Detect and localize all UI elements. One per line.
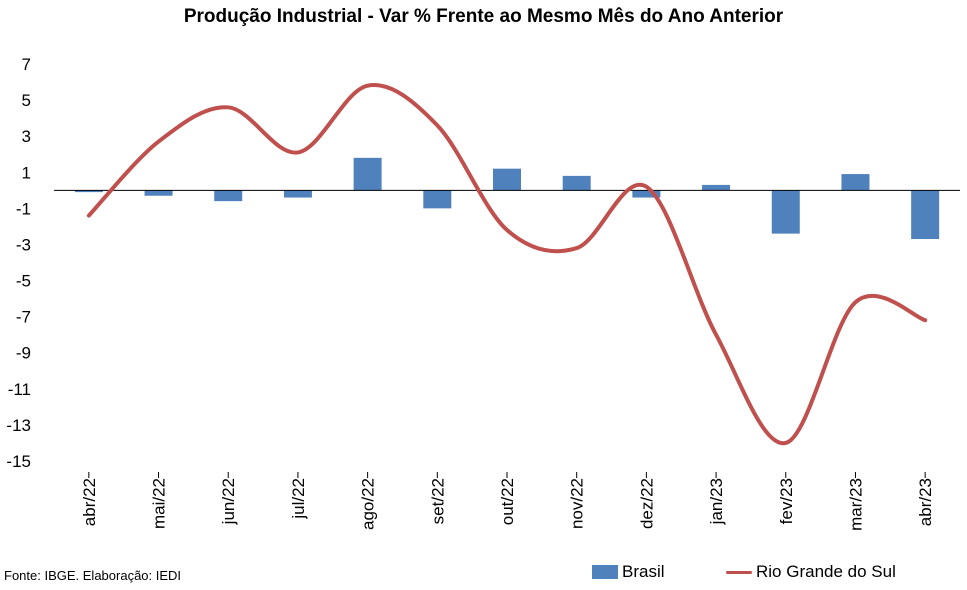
y-tick-label: -13 [6, 416, 31, 435]
bar-brasil [214, 190, 243, 202]
x-tick-label: set/22 [428, 478, 447, 524]
x-tick-label: mai/22 [150, 478, 169, 529]
source-note: Fonte: IBGE. Elaboração: IEDI [4, 568, 182, 583]
x-tick-label: jul/22 [289, 478, 308, 520]
legend-label-rio-grande-do-sul: Rio Grande do Sul [756, 562, 896, 581]
bar-brasil [771, 190, 800, 234]
bar-brasil [74, 190, 103, 193]
y-tick-label: 7 [22, 55, 31, 74]
x-tick-label: nov/22 [568, 478, 587, 529]
y-tick-label: -15 [6, 452, 31, 471]
x-tick-label: fev/23 [777, 478, 796, 524]
legend-label-brasil: Brasil [622, 562, 665, 581]
y-tick-label: -11 [8, 380, 31, 399]
bar-brasil [353, 157, 382, 191]
y-axis-ticks: 7 5 3 1 -1 -3 -5 -7 -9 -11 -13 -15 [6, 55, 31, 471]
bar-brasil [702, 184, 731, 191]
bar-brasil [493, 168, 521, 191]
y-tick-label: -1 [16, 199, 31, 218]
x-tick-label: ago/22 [359, 478, 378, 530]
x-tick-label: abr/22 [80, 478, 99, 526]
y-tick-label: -5 [16, 272, 31, 291]
legend-swatch-rio-grande-do-sul [726, 570, 752, 574]
legend-item-rio-grande-do-sul: Rio Grande do Sul [726, 562, 896, 582]
rio-grande-do-sul-line [86, 83, 928, 445]
chart-title: Produção Industrial - Var % Frente ao Me… [183, 6, 784, 27]
y-tick-label: -9 [16, 344, 31, 363]
x-tick-label: out/22 [498, 478, 517, 525]
bar-brasil [562, 175, 591, 191]
brasil-bars [74, 157, 940, 240]
x-tick-label: jun/22 [219, 478, 238, 525]
y-tick-label: 5 [22, 91, 31, 110]
y-tick-label: 3 [22, 127, 31, 146]
x-tick-label: jan/23 [707, 478, 726, 525]
x-tick-label: abr/23 [916, 478, 935, 526]
y-tick-label: -3 [16, 235, 31, 254]
y-tick-label: -7 [16, 308, 31, 327]
bar-brasil [283, 190, 312, 198]
x-tick-label: mar/23 [846, 478, 865, 531]
bar-brasil [841, 174, 870, 191]
bar-brasil [632, 190, 661, 198]
y-tick-label: 1 [22, 163, 31, 182]
bar-brasil [423, 190, 452, 209]
legend-item-brasil: Brasil [592, 562, 665, 582]
x-tick-label: dez/22 [637, 478, 656, 529]
x-axis-ticks: abr/22 mai/22 jun/22 jul/22 ago/22 set/22 out/… [80, 472, 935, 531]
bar-brasil [144, 190, 173, 196]
bar-brasil [911, 190, 940, 240]
legend-swatch-brasil [592, 565, 618, 579]
